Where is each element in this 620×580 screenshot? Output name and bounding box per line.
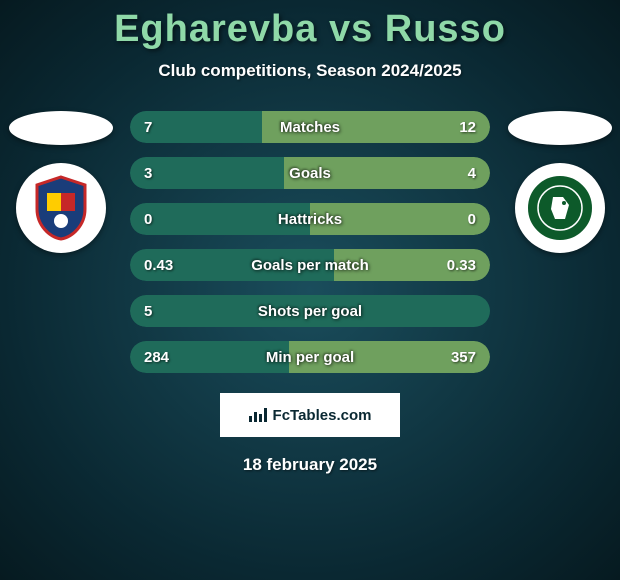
player-right-col: [507, 111, 612, 253]
brand-label: FcTables.com: [273, 407, 372, 424]
crest-right-icon: [525, 173, 595, 243]
stat-left-value: 284: [144, 349, 169, 366]
date-label: 18 february 2025: [0, 455, 620, 475]
stat-label: Hattricks: [278, 211, 342, 228]
stat-right-value: 12: [459, 119, 476, 136]
stat-label: Min per goal: [266, 349, 354, 366]
stat-row-spg: 5 Shots per goal: [130, 295, 490, 327]
stats-bars: 7 Matches 12 3 Goals 4 0 Hattricks 0 0.4…: [130, 111, 490, 373]
stat-right-value: 357: [451, 349, 476, 366]
stat-left-value: 0.43: [144, 257, 173, 274]
nationality-flag-right: [508, 111, 612, 145]
stat-right-value: 0: [468, 211, 476, 228]
stat-label: Shots per goal: [258, 303, 362, 320]
footer: FcTables.com 18 february 2025: [0, 393, 620, 475]
subtitle: Club competitions, Season 2024/2025: [0, 61, 620, 81]
stat-row-gpm: 0.43 Goals per match 0.33: [130, 249, 490, 281]
club-crest-right: [515, 163, 605, 253]
header: Egharevba vs Russo Club competitions, Se…: [0, 0, 620, 81]
stat-row-hattricks: 0 Hattricks 0: [130, 203, 490, 235]
bar-fill-left: [130, 157, 284, 189]
club-crest-left: [16, 163, 106, 253]
brand-badge[interactable]: FcTables.com: [220, 393, 400, 437]
stat-right-value: 0.33: [447, 257, 476, 274]
crest-left-icon: [33, 175, 89, 241]
stat-label: Goals per match: [251, 257, 369, 274]
stat-left-value: 0: [144, 211, 152, 228]
stat-left-value: 5: [144, 303, 152, 320]
stat-row-matches: 7 Matches 12: [130, 111, 490, 143]
stat-left-value: 3: [144, 165, 152, 182]
page-title: Egharevba vs Russo: [0, 8, 620, 51]
stat-label: Goals: [289, 165, 331, 182]
stat-row-goals: 3 Goals 4: [130, 157, 490, 189]
content: 7 Matches 12 3 Goals 4 0 Hattricks 0 0.4…: [0, 111, 620, 475]
stat-label: Matches: [280, 119, 340, 136]
stat-row-mpg: 284 Min per goal 357: [130, 341, 490, 373]
player-left-col: [8, 111, 113, 253]
chart-icon: [249, 408, 267, 422]
stat-right-value: 4: [468, 165, 476, 182]
stat-left-value: 7: [144, 119, 152, 136]
nationality-flag-left: [9, 111, 113, 145]
